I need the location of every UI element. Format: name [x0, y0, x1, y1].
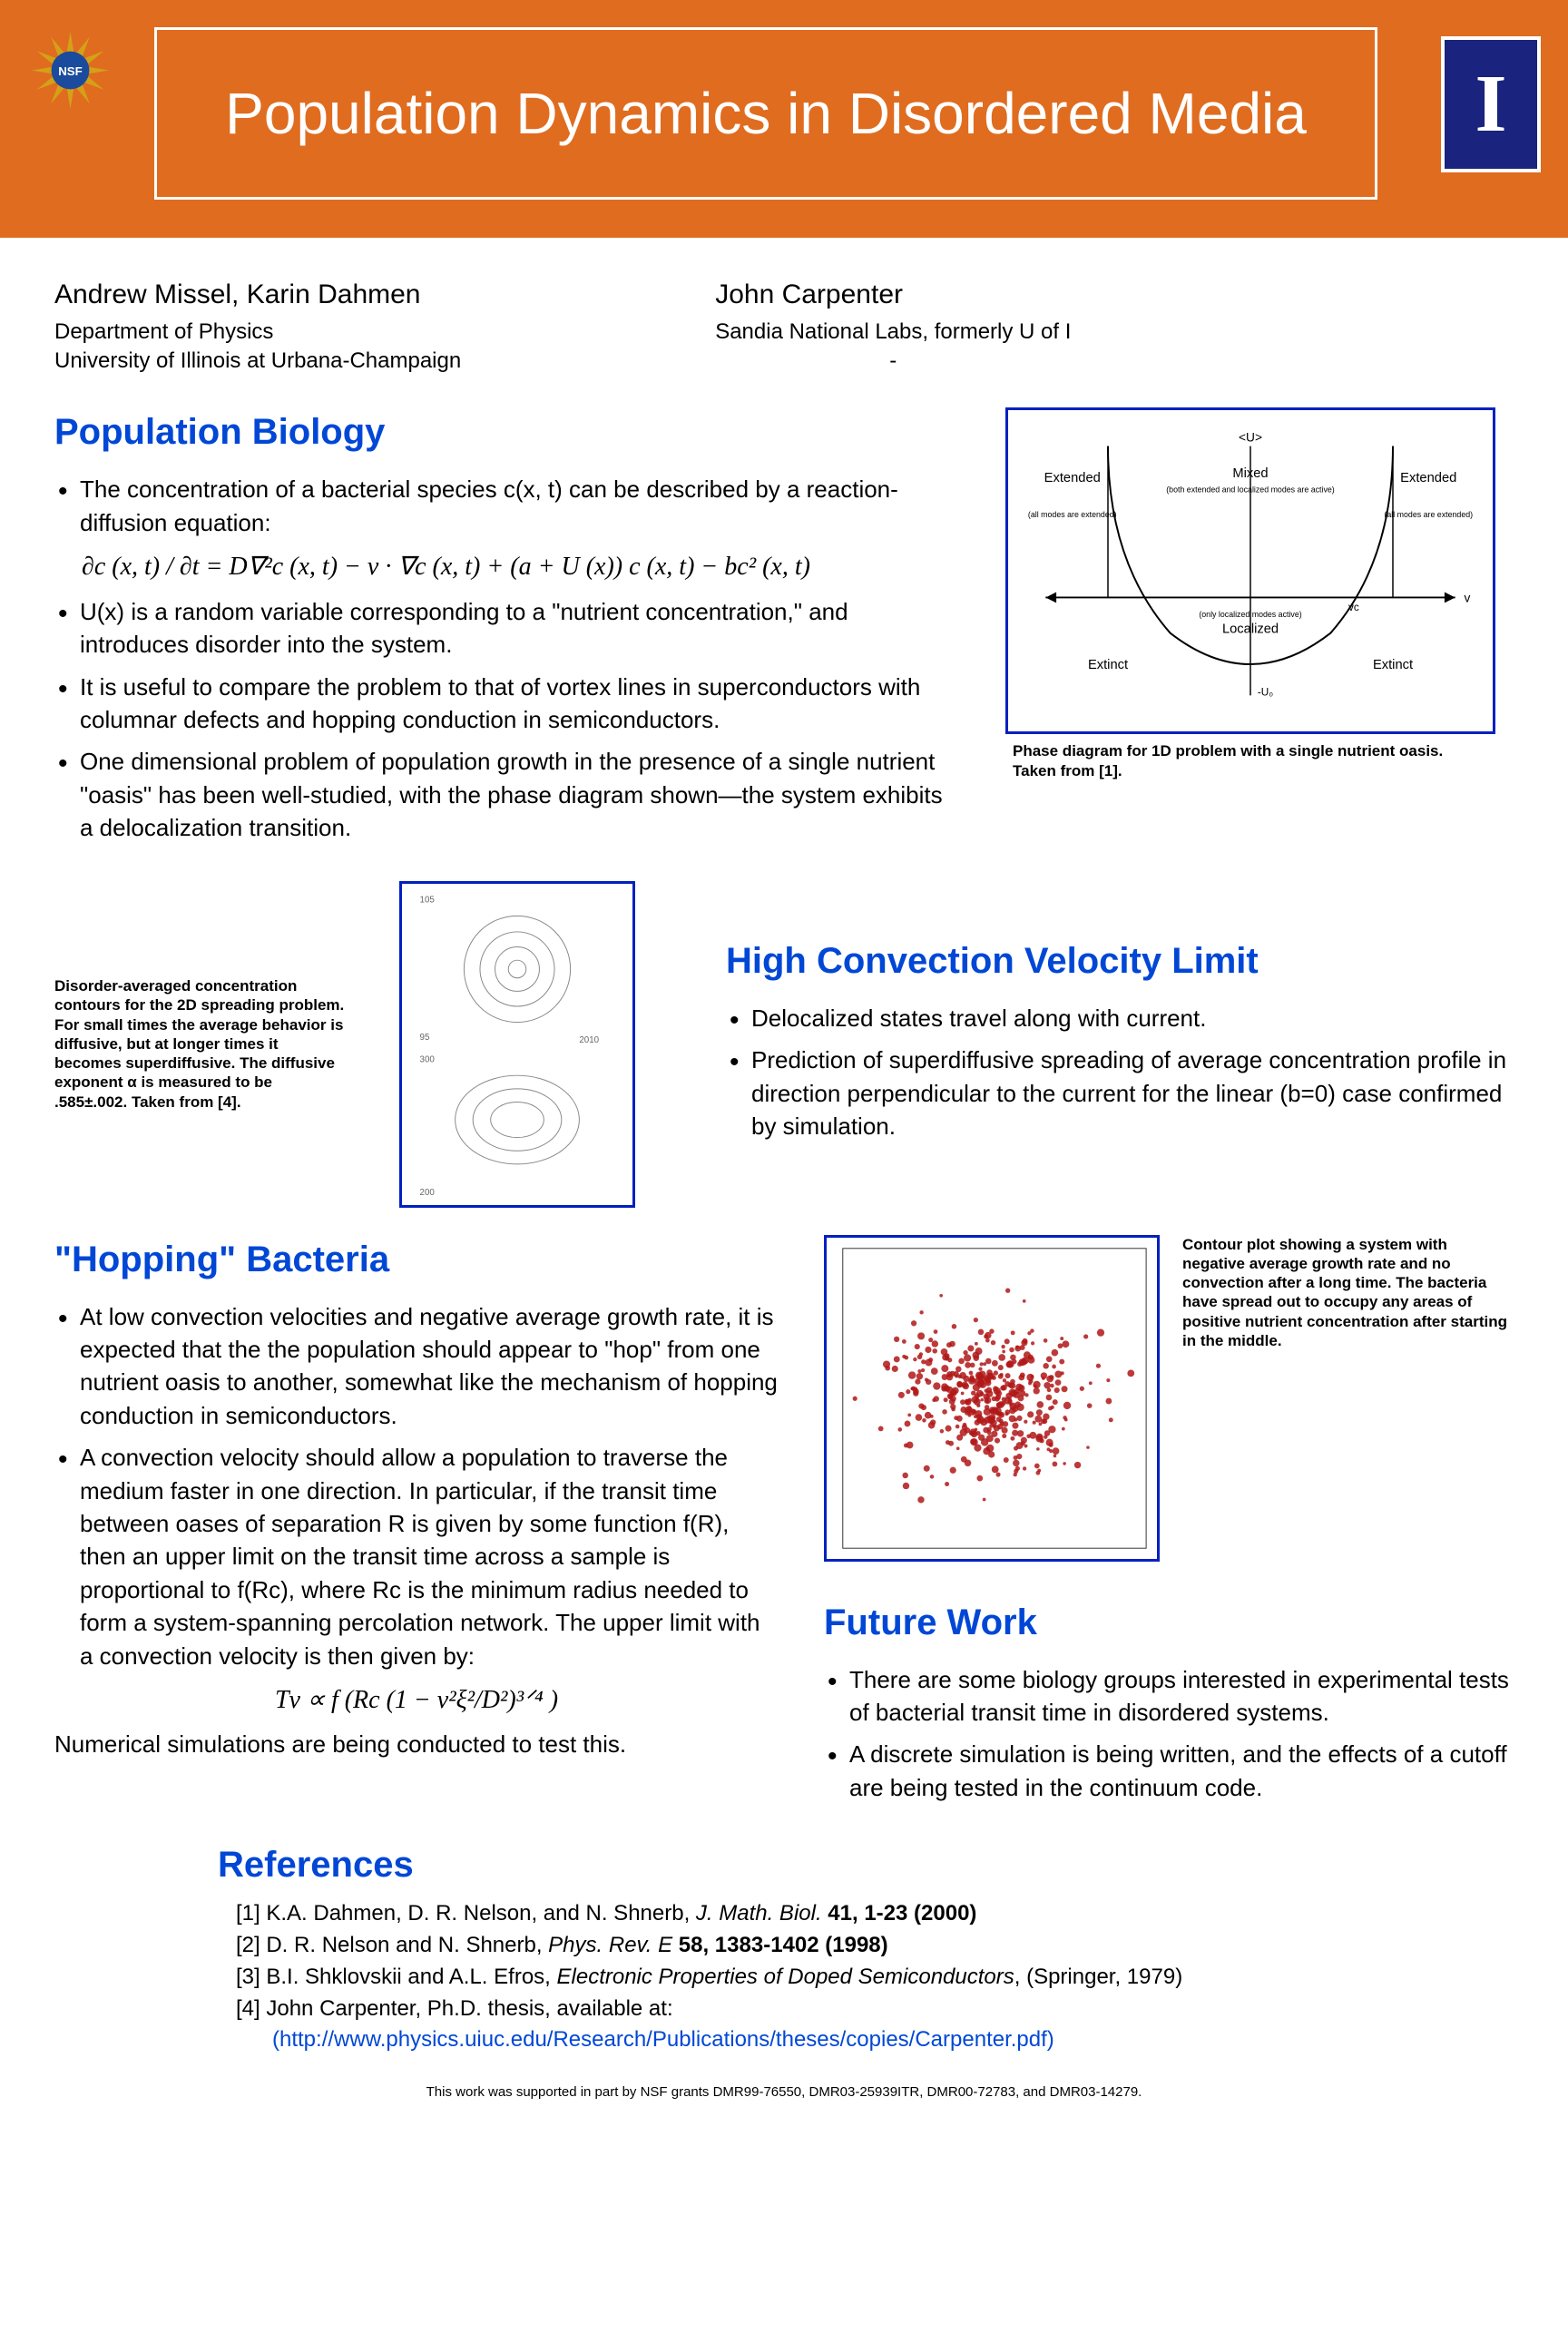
pop-bio-list: The concentration of a bacterial species…	[54, 473, 960, 539]
svg-text:200: 200	[420, 1188, 436, 1198]
phase-caption: Phase diagram for 1D problem with a sing…	[1013, 741, 1475, 780]
contours-figure-wrap: 105 95 2010 300 200	[390, 881, 644, 1208]
svg-text:(both extended and localized m: (both extended and localized modes are a…	[1166, 485, 1335, 495]
scatter-caption-wrap: Contour plot showing a system with negat…	[1182, 1235, 1514, 1351]
phase-diagram-figure: <U> Extended Extended Mixed (both extend…	[1005, 407, 1495, 734]
ref-3: [3] B.I. Shklovskii and A.L. Efros, Elec…	[218, 1962, 1514, 1994]
heading-references: References	[218, 1840, 1514, 1889]
acknowledgment: This work was supported in part by NSF g…	[54, 2083, 1514, 2102]
hopping-block: "Hopping" Bacteria At low convection vel…	[54, 1235, 779, 1760]
hcv-block: High Convection Velocity Limit Delocaliz…	[690, 936, 1514, 1152]
list-item: A discrete simulation is being written, …	[824, 1738, 1514, 1804]
title-frame: Population Dynamics in Disordered Media	[154, 27, 1377, 200]
svg-text:vc: vc	[1348, 602, 1359, 613]
author-right: John Carpenter Sandia National Labs, for…	[715, 277, 1071, 376]
uiuc-logo: I	[1441, 36, 1541, 172]
list-item: A convection velocity should allow a pop…	[54, 1441, 779, 1672]
ref-4-link[interactable]: (http://www.physics.uiuc.edu/Research/Pu…	[218, 2024, 1514, 2056]
author-names: John Carpenter	[715, 277, 1071, 314]
contours-caption: Disorder-averaged concentration contours…	[54, 976, 345, 1112]
nsf-logo: NSF	[27, 27, 113, 113]
poster-body: Andrew Missel, Karin Dahmen Department o…	[0, 245, 1568, 2133]
svg-text:Mixed: Mixed	[1232, 466, 1268, 481]
author-left: Andrew Missel, Karin Dahmen Department o…	[54, 277, 461, 376]
ref-4: [4] John Carpenter, Ph.D. thesis, availa…	[218, 1994, 1514, 2025]
svg-text:Localized: Localized	[1222, 622, 1279, 637]
ref-2: [2] D. R. Nelson and N. Shnerb, Phys. Re…	[218, 1930, 1514, 1962]
list-item: It is useful to compare the problem to t…	[54, 671, 960, 737]
svg-text:Extinct: Extinct	[1088, 658, 1128, 672]
author-sub: -	[715, 347, 1071, 376]
heading-hopping: "Hopping" Bacteria	[54, 1235, 779, 1284]
section-contours-hcv: Disorder-averaged concentration contours…	[54, 881, 1514, 1208]
svg-text:-U₀: -U₀	[1258, 687, 1273, 699]
ref-1: [1] K.A. Dahmen, D. R. Nelson, and N. Sh…	[218, 1898, 1514, 1930]
hcv-list: Delocalized states travel along with cur…	[726, 1002, 1514, 1143]
heading-hcv: High Convection Velocity Limit	[726, 936, 1514, 985]
list-item: Prediction of superdiffusive spreading o…	[726, 1044, 1514, 1142]
poster-header: NSF Population Dynamics in Disordered Me…	[0, 0, 1568, 245]
scatter-figure	[824, 1235, 1160, 1562]
svg-text:105: 105	[420, 895, 436, 905]
future-list: There are some biology groups interested…	[824, 1663, 1514, 1805]
phase-diagram-block: <U> Extended Extended Mixed (both extend…	[1005, 407, 1514, 780]
references-block: References [1] K.A. Dahmen, D. R. Nelson…	[218, 1840, 1514, 2056]
transit-time-eq: Tv ∝ f (Rc (1 − v²ξ²/D²)³ᐟ⁴ )	[54, 1683, 779, 1718]
list-item: There are some biology groups interested…	[824, 1663, 1514, 1730]
svg-text:v: v	[1465, 592, 1471, 605]
pop-bio-list-2: U(x) is a random variable corresponding …	[54, 595, 960, 845]
reaction-diffusion-eq: ∂c (x, t) / ∂t = D∇²c (x, t) − v · ∇c (x…	[82, 550, 960, 584]
list-item: At low convection velocities and negativ…	[54, 1300, 779, 1433]
scatter-caption: Contour plot showing a system with negat…	[1182, 1235, 1514, 1351]
list-item: Delocalized states travel along with cur…	[726, 1002, 1514, 1034]
contours-caption-block: Disorder-averaged concentration contours…	[54, 976, 345, 1112]
author-aff: Sandia National Labs, formerly U of I	[715, 318, 1071, 347]
svg-text:<U>: <U>	[1239, 431, 1262, 445]
author-dept: Department of Physics	[54, 318, 461, 347]
svg-text:(all modes are extended): (all modes are extended)	[1384, 510, 1473, 519]
hopping-tail: Numerical simulations are being conducte…	[54, 1729, 779, 1760]
heading-pop-bio: Population Biology	[54, 407, 960, 456]
contours-figure: 105 95 2010 300 200	[399, 881, 635, 1208]
list-item: The concentration of a bacterial species…	[54, 473, 960, 539]
section-hopping-future: "Hopping" Bacteria At low convection vel…	[54, 1235, 1514, 1814]
svg-text:(all modes are extended): (all modes are extended)	[1028, 510, 1117, 519]
svg-text:300: 300	[420, 1054, 436, 1064]
poster-title: Population Dynamics in Disordered Media	[225, 74, 1307, 152]
svg-text:2010: 2010	[579, 1035, 599, 1045]
heading-future: Future Work	[824, 1598, 1514, 1647]
svg-text:(only localized modes active): (only localized modes active)	[1199, 610, 1301, 619]
authors-row: Andrew Missel, Karin Dahmen Department o…	[54, 277, 1514, 376]
svg-text:Extended: Extended	[1400, 471, 1456, 485]
svg-text:95: 95	[420, 1033, 430, 1043]
svg-text:NSF: NSF	[58, 64, 83, 78]
list-item: One dimensional problem of population gr…	[54, 745, 960, 844]
section-pop-bio: Population Biology The concentration of …	[54, 407, 1514, 853]
list-item: U(x) is a random variable corresponding …	[54, 595, 960, 662]
svg-text:Extended: Extended	[1044, 471, 1101, 485]
hopping-list: At low convection velocities and negativ…	[54, 1300, 779, 1672]
author-uni: University of Illinois at Urbana-Champai…	[54, 347, 461, 376]
svg-text:Extinct: Extinct	[1373, 658, 1413, 672]
right-col: Contour plot showing a system with negat…	[824, 1235, 1514, 1814]
author-names: Andrew Missel, Karin Dahmen	[54, 277, 461, 314]
